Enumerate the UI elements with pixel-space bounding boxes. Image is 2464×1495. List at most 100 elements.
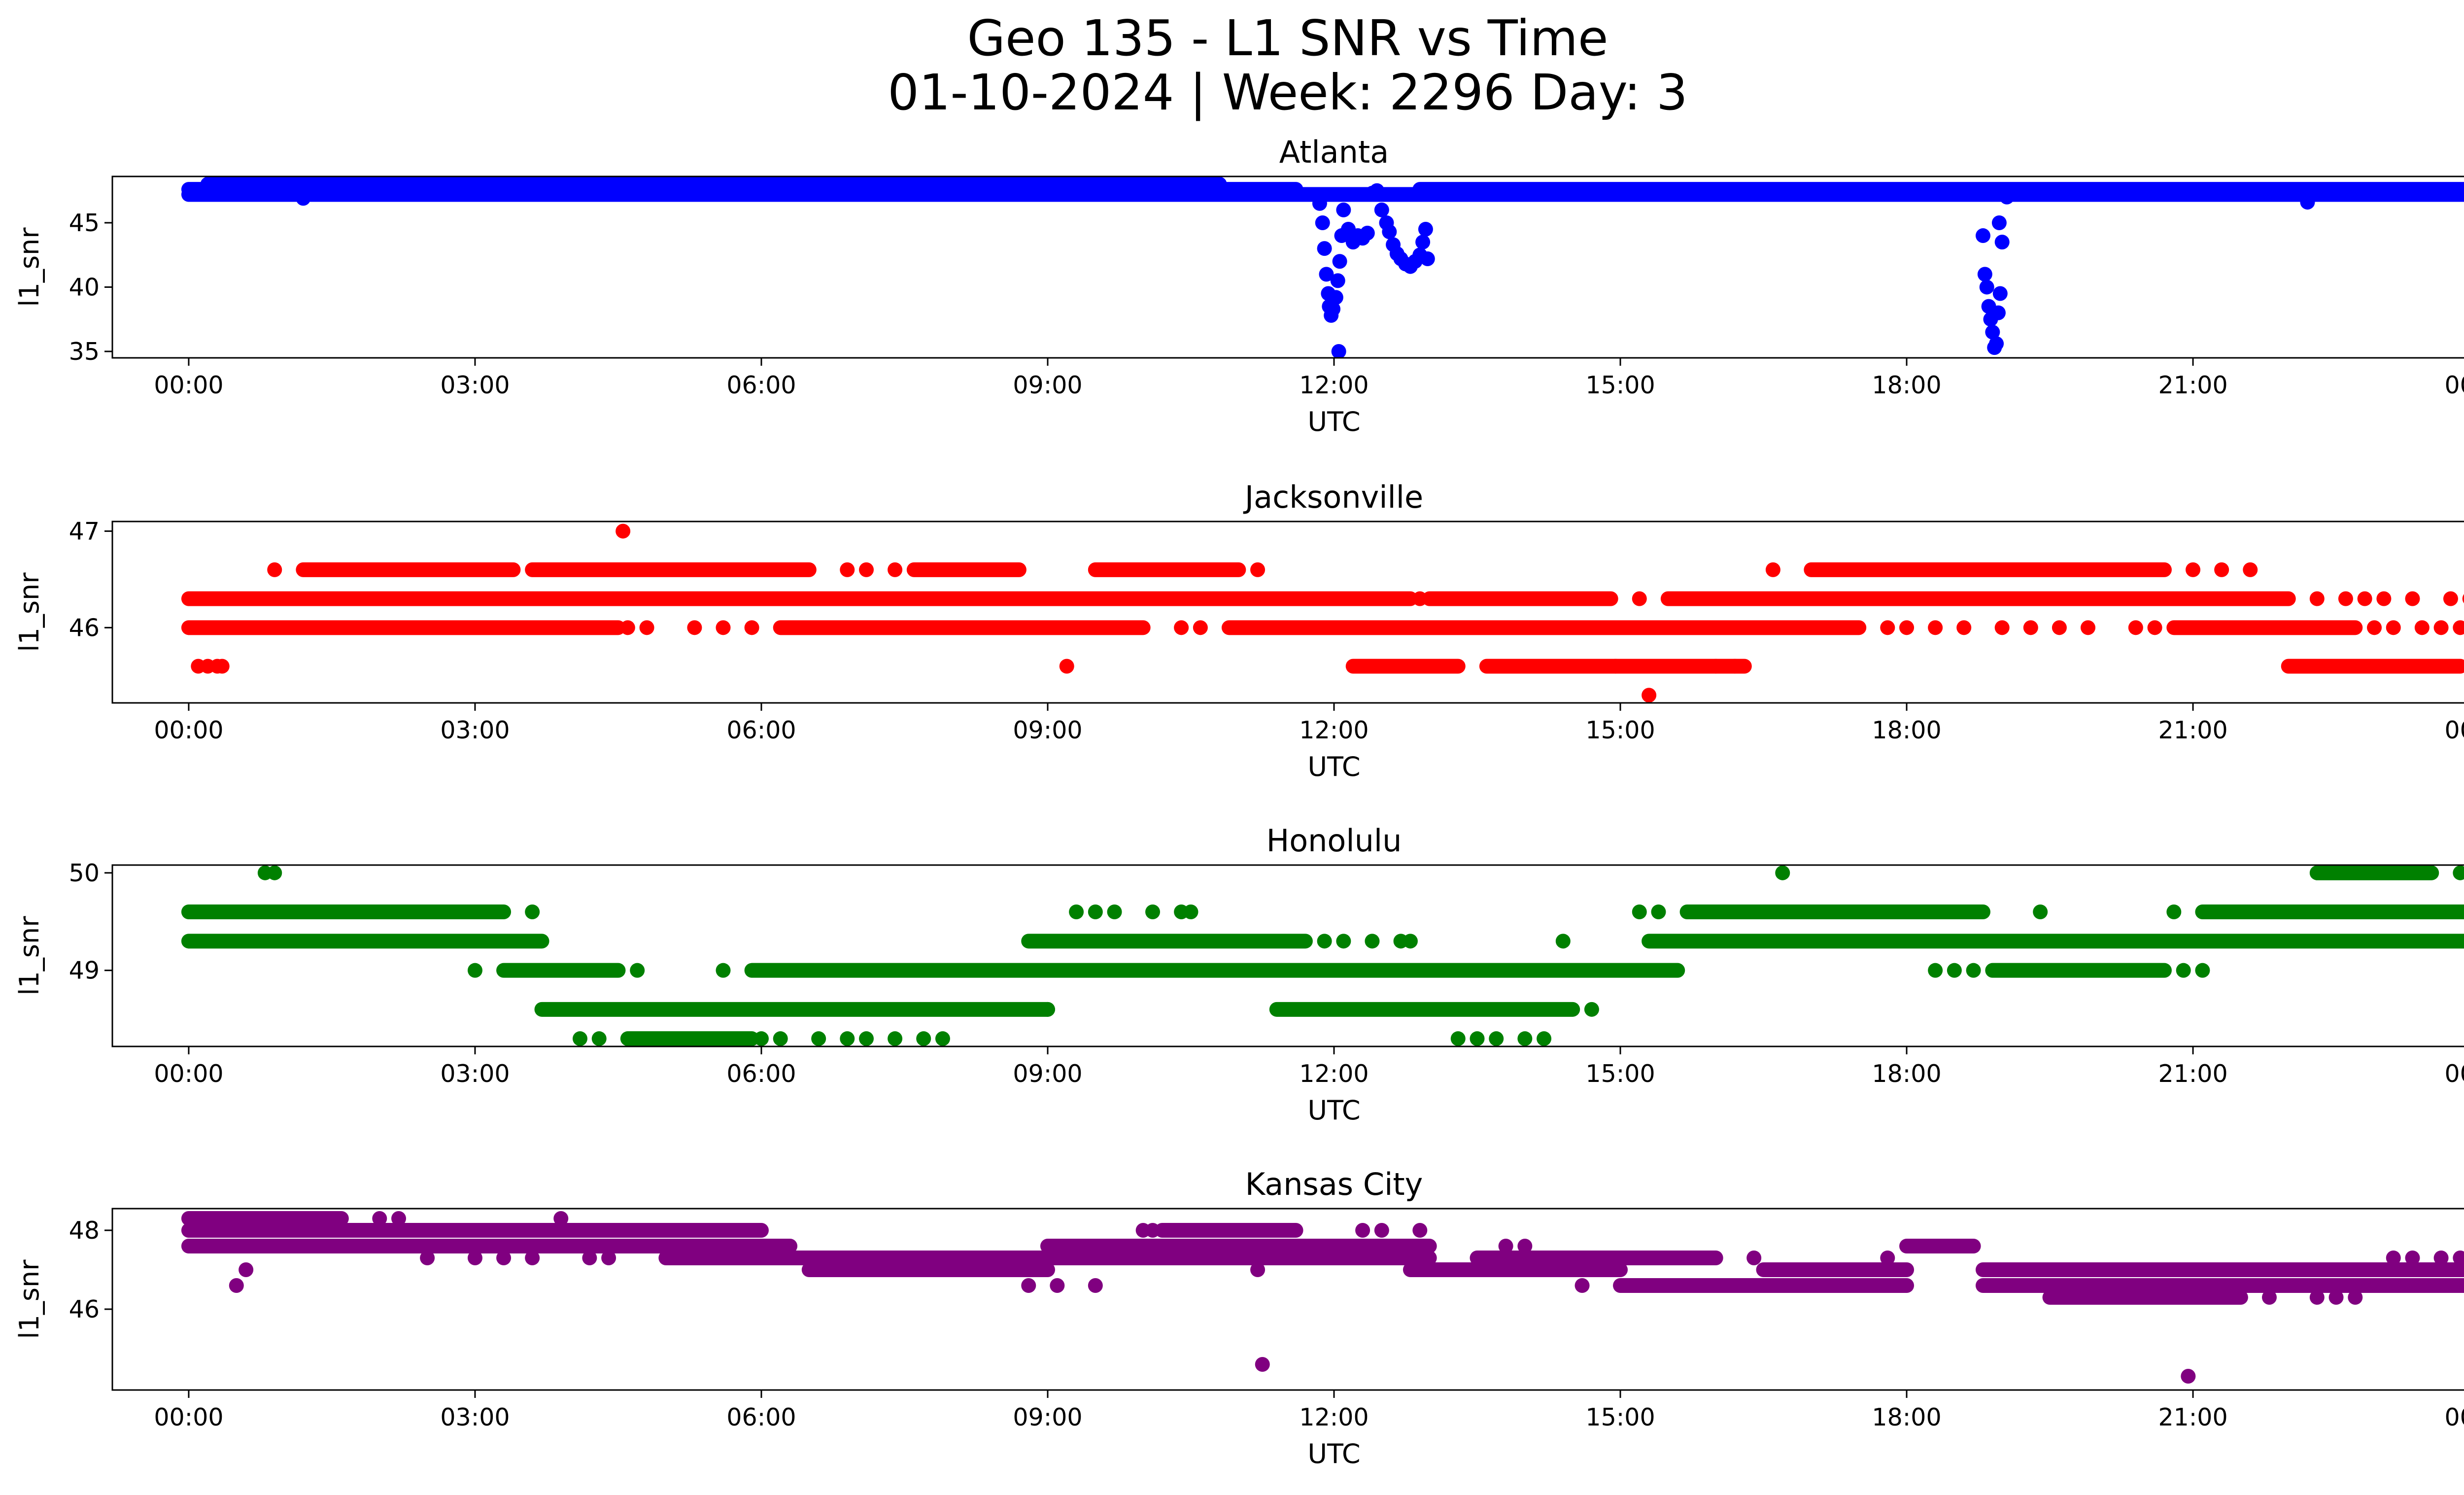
data-point <box>229 1278 244 1293</box>
data-band <box>1155 1223 1303 1238</box>
data-point <box>840 562 855 577</box>
data-point <box>2309 591 2325 606</box>
data-band <box>1679 904 1990 919</box>
data-point <box>1355 1223 1370 1238</box>
subplot-honolulu: Honolulu 00:00 03:00 06:00 09:00 12:00 15:00 18… <box>14 823 2464 1126</box>
subplot-title: Honolulu <box>1266 823 1402 859</box>
data-point <box>1107 904 1122 919</box>
data-band <box>658 1251 1437 1265</box>
data-band <box>2195 904 2464 919</box>
data-point <box>1145 904 1161 919</box>
data-point <box>1517 1031 1533 1046</box>
data-point <box>1183 904 1198 919</box>
data-band <box>906 562 1027 577</box>
data-band <box>2281 659 2464 674</box>
data-point <box>1746 1251 1762 1265</box>
data-point <box>214 659 230 674</box>
data-point <box>1255 1357 1270 1372</box>
data-band <box>181 1223 769 1238</box>
data-point <box>467 1251 482 1265</box>
data-point <box>2376 591 2392 606</box>
x-tick-label: 18:00 <box>1872 1403 1941 1431</box>
x-axis-label: UTC <box>1307 1095 1360 1126</box>
x-tick-label: 00:00 <box>2444 371 2464 399</box>
data-band <box>1804 562 2172 577</box>
data-band <box>1221 620 1867 635</box>
data-band <box>181 620 626 635</box>
data-point <box>1088 904 1103 919</box>
data-point <box>687 620 702 635</box>
data-band <box>620 1031 759 1046</box>
y-axis-label: l1_snr <box>14 227 45 307</box>
data-point <box>1331 344 1346 358</box>
data-point <box>1317 934 1332 949</box>
data-point <box>916 1031 931 1046</box>
data-point <box>1489 1031 1504 1046</box>
x-tick-label: 15:00 <box>1585 716 1655 744</box>
x-tick-label: 03:00 <box>440 1403 510 1431</box>
data-point <box>639 620 654 635</box>
data-band <box>1985 963 2172 978</box>
data-point <box>467 963 482 978</box>
data-point <box>1994 235 2010 250</box>
data-point <box>1332 254 1347 269</box>
data-point <box>1928 620 1943 635</box>
data-point <box>1990 305 2006 320</box>
data-point <box>1608 659 1623 674</box>
data-point <box>744 620 759 635</box>
data-point <box>1999 189 2015 205</box>
data-point <box>1365 934 1380 949</box>
data-point <box>553 1211 569 1226</box>
data-point <box>2338 591 2353 606</box>
data-band <box>801 1262 1055 1277</box>
data-band <box>496 963 626 978</box>
x-tick-label: 06:00 <box>726 716 796 744</box>
data-point <box>840 1031 855 1046</box>
x-tick-label: 06:00 <box>726 1060 796 1088</box>
data-point <box>1537 1031 1552 1046</box>
data-point <box>716 963 731 978</box>
data-point <box>1727 659 1743 674</box>
data-point <box>2186 562 2201 577</box>
x-tick-label: 09:00 <box>1013 1403 1082 1431</box>
data-point <box>1632 904 1647 919</box>
data-point <box>888 1031 903 1046</box>
x-tick-label: 18:00 <box>1872 716 1941 744</box>
data-band <box>1899 1239 1981 1253</box>
data-band <box>1975 1262 2464 1277</box>
data-point <box>1989 336 2004 351</box>
x-tick-label: 03:00 <box>440 716 510 744</box>
data-point <box>1775 865 1790 880</box>
data-point <box>1642 688 1657 703</box>
data-point <box>1374 202 1389 217</box>
data-point <box>2033 904 2048 919</box>
data-point <box>2128 620 2143 635</box>
data-point <box>1021 1278 1036 1293</box>
data-point <box>630 963 645 978</box>
x-tick-label: 21:00 <box>2158 1060 2227 1088</box>
y-tick-label: 46 <box>69 614 100 642</box>
y-axis-label: l1_snr <box>14 916 45 996</box>
data-point <box>420 1251 435 1265</box>
x-tick-label: 00:00 <box>154 716 223 744</box>
data-point <box>1328 290 1343 305</box>
data-point <box>1069 904 1084 919</box>
data-point <box>1050 1278 1065 1293</box>
subplot-atlanta: Atlanta 00:00 03:00 06:00 09:00 12:00 15:00 18:… <box>14 134 2464 437</box>
x-tick-label: 09:00 <box>1013 1060 1082 1088</box>
data-point <box>2328 1290 2344 1305</box>
x-tick-label: 00:00 <box>154 1060 223 1088</box>
x-tick-label: 00:00 <box>154 371 223 399</box>
data-point <box>1975 228 1990 243</box>
data-point <box>391 1211 407 1226</box>
data-point <box>1369 183 1385 198</box>
y-tick-label: 45 <box>69 209 100 237</box>
data-point <box>888 562 903 577</box>
data-point <box>2147 620 2162 635</box>
data-point <box>1326 301 1341 316</box>
figure-title-line-1: Geo 135 - L1 SNR vs Time <box>967 9 1608 67</box>
data-point <box>239 1262 254 1277</box>
data-band <box>534 1002 1055 1017</box>
x-tick-label: 12:00 <box>1299 371 1369 399</box>
